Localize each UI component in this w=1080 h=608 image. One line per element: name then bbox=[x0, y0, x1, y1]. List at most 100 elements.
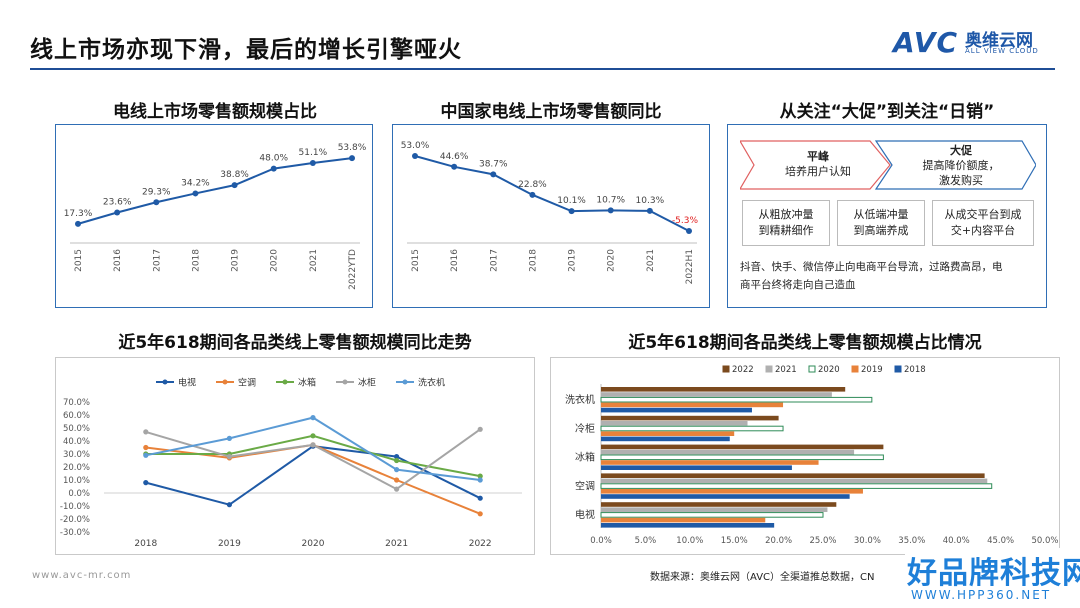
x-tick-label: 40.0% bbox=[943, 536, 970, 546]
data-point bbox=[349, 155, 355, 162]
shift-desc-line1: 抖音、快手、微信停止向电商平台导流，过路费高昂，电 bbox=[740, 261, 1003, 273]
data-label: 44.6% bbox=[440, 152, 469, 162]
bar bbox=[601, 415, 779, 421]
bar bbox=[601, 421, 748, 426]
shift-arrows bbox=[740, 140, 1036, 190]
shift-box-1-line2: 到精耕细作 bbox=[758, 224, 814, 237]
x-tick-label: 2021 bbox=[646, 249, 656, 272]
y-tick-label: 50.0% bbox=[63, 424, 90, 434]
legend-label: 空调 bbox=[238, 377, 256, 389]
legend-label: 2018 bbox=[904, 365, 926, 375]
x-tick-label: 2018 bbox=[134, 539, 157, 549]
x-tick-label: 45.0% bbox=[987, 536, 1014, 546]
shift-box-1-line1: 从粗放冲量 bbox=[758, 208, 814, 221]
bar bbox=[601, 387, 846, 392]
y-tick-label: 20.0% bbox=[63, 463, 90, 473]
data-point bbox=[451, 163, 458, 170]
legend-label: 2021 bbox=[775, 365, 797, 375]
x-tick-label: 2019 bbox=[218, 539, 241, 549]
data-point bbox=[231, 182, 238, 189]
y-tick-label: 10.0% bbox=[63, 476, 90, 486]
yoy-line-chart: 53.0% 2015 44.6% 2016 38.7% 2017 22.8% 2018 10.1… bbox=[401, 141, 699, 284]
page-title: 线上市场亦现下滑，最后的增长引擎哑火 bbox=[30, 37, 462, 63]
watermark-url: WWW.HPP360.NET bbox=[911, 588, 1052, 602]
x-tick-label: 2015 bbox=[74, 249, 84, 272]
x-tick-label: 2016 bbox=[450, 249, 460, 272]
legend-label: 洗衣机 bbox=[418, 377, 445, 389]
y-category-label: 空调 bbox=[575, 479, 595, 492]
legend-swatch bbox=[765, 365, 773, 373]
data-point bbox=[394, 454, 400, 460]
data-point bbox=[490, 171, 497, 178]
legend-swatch bbox=[722, 365, 730, 373]
x-tick-label: 0.0% bbox=[590, 536, 612, 546]
legend-marker bbox=[222, 379, 228, 385]
data-point bbox=[477, 473, 483, 479]
data-point bbox=[310, 433, 316, 439]
x-tick-label: 2021 bbox=[385, 539, 408, 549]
arrow1-title: 平峰 bbox=[807, 150, 829, 163]
x-tick-label: 2020 bbox=[607, 249, 617, 272]
bar bbox=[600, 512, 824, 518]
bar bbox=[601, 517, 766, 523]
series-line bbox=[145, 443, 481, 515]
data-label: 10.3% bbox=[636, 196, 665, 206]
bar bbox=[601, 465, 792, 470]
shift-box-2-line2: 到高端养成 bbox=[853, 224, 909, 237]
bar bbox=[601, 444, 884, 450]
x-tick-label: 5.0% bbox=[635, 536, 657, 546]
x-tick-label: 2022H1 bbox=[685, 249, 695, 284]
legend-label: 电视 bbox=[178, 377, 196, 389]
y-tick-label: 0.0% bbox=[68, 489, 90, 499]
data-point bbox=[143, 452, 149, 458]
cat-share-chart-title: 近5年618期间各品类线上零售额规模占比情况 bbox=[628, 333, 982, 353]
x-tick-label: 2020 bbox=[302, 539, 325, 549]
data-label: 53.8% bbox=[338, 143, 367, 153]
y-category-label: 冷柜 bbox=[575, 422, 595, 435]
y-tick-label: -10.0% bbox=[60, 502, 90, 512]
legend-marker bbox=[342, 379, 348, 385]
x-tick-label: 10.0% bbox=[676, 536, 703, 546]
bar bbox=[601, 407, 752, 413]
legend-swatch bbox=[894, 365, 902, 373]
legend-label: 2020 bbox=[818, 365, 840, 375]
x-tick-label: 2018 bbox=[528, 249, 538, 272]
series-line bbox=[77, 157, 353, 225]
y-tick-label: 40.0% bbox=[63, 437, 90, 447]
x-tick-label: 2019 bbox=[231, 249, 241, 272]
bar bbox=[601, 478, 988, 484]
share-chart-title: 电线上市场零售额规模占比 bbox=[113, 102, 317, 122]
y-tick-label: 60.0% bbox=[63, 411, 90, 421]
data-point bbox=[192, 190, 199, 197]
legend-marker bbox=[162, 379, 168, 385]
data-point bbox=[143, 444, 149, 451]
shift-box-2: 从低端冲量 到高端养成 bbox=[837, 200, 925, 246]
x-tick-label: 2019 bbox=[568, 249, 578, 272]
x-tick-label: 50.0% bbox=[1031, 536, 1058, 546]
shift-desc-line2: 商平台终将走向自己造血 bbox=[740, 279, 856, 291]
shift-box-2-line1: 从低端冲量 bbox=[853, 208, 909, 221]
trend-chart-box: 70.0% 60.0% 50.0% 40.0% 30.0% 20.0% 10.0% 0.0% -… bbox=[55, 357, 535, 555]
data-point bbox=[143, 480, 149, 486]
y-tick-label: 70.0% bbox=[63, 398, 90, 408]
data-point bbox=[477, 495, 483, 501]
data-point bbox=[270, 165, 277, 172]
arrow2-line1: 提高降价额度， bbox=[922, 159, 1000, 172]
logo-cn-name: 奥维云网 bbox=[965, 31, 1033, 51]
y-category-label: 洗衣机 bbox=[565, 393, 595, 406]
x-tick-label: 2021 bbox=[309, 249, 319, 272]
x-tick-label: 2020 bbox=[270, 249, 280, 272]
bar bbox=[601, 489, 863, 494]
data-point bbox=[529, 191, 536, 198]
bar bbox=[601, 523, 775, 528]
footer-url[interactable]: www.avc-mr.com bbox=[32, 570, 132, 581]
x-tick-label: 25.0% bbox=[809, 536, 836, 546]
x-tick-label: 30.0% bbox=[854, 536, 881, 546]
y-category-label: 电视 bbox=[575, 508, 595, 521]
shift-panel-title: 从关注“大促”到关注“日销” bbox=[779, 102, 995, 122]
data-point bbox=[412, 153, 418, 159]
watermark: 好品牌科技网 WWW.HPP360.NET bbox=[905, 548, 1080, 608]
source-note: 数据来源：奥维云网（AVC）全渠道推总数据，CN bbox=[650, 572, 875, 583]
x-tick-label: 2016 bbox=[113, 249, 123, 272]
shift-box-1: 从粗放冲量 到精耕细作 bbox=[742, 200, 830, 246]
